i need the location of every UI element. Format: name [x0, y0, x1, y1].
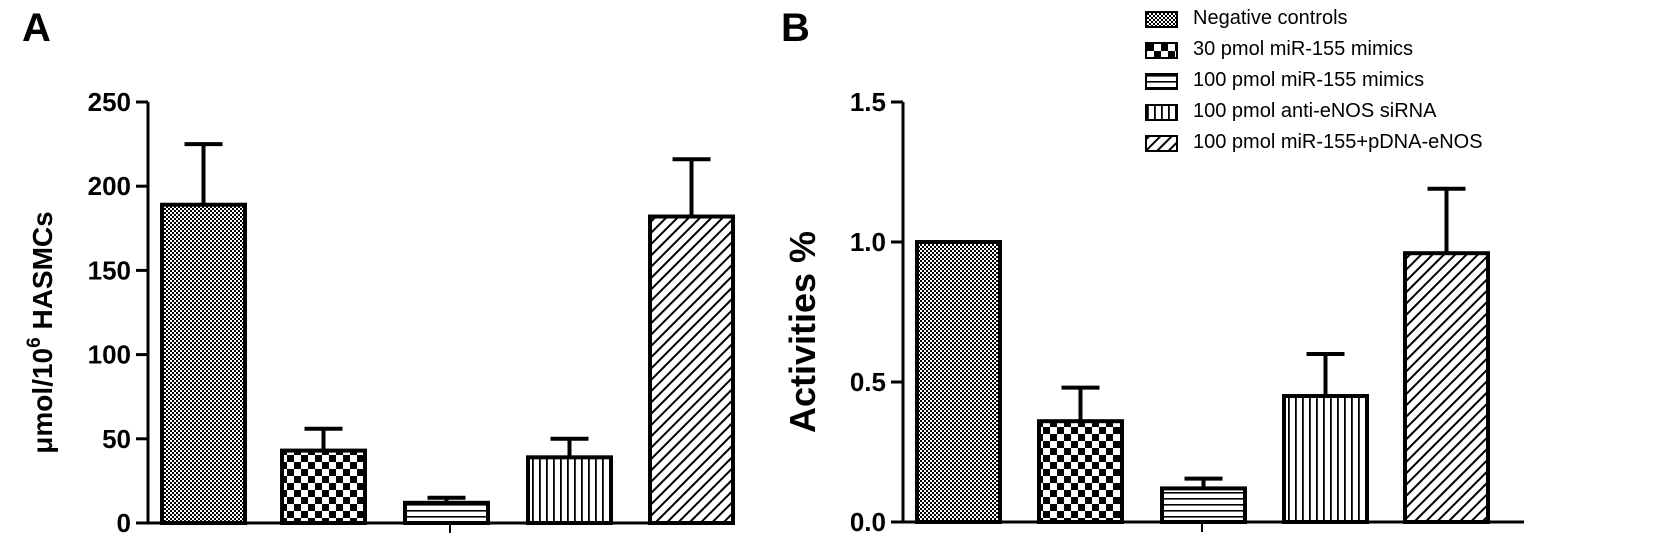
legend-label: 100 pmol anti-eNOS siRNA [1193, 100, 1437, 122]
y-tick-label: 50 [102, 424, 131, 454]
y-axis-label: μmol/106 HASMCs [24, 211, 58, 453]
legend-swatch [1145, 11, 1178, 28]
y-tick-label: 200 [88, 171, 131, 201]
legend-swatch-fill [1147, 75, 1176, 88]
y-tick-label: 1.0 [850, 227, 886, 257]
bar [280, 448, 367, 526]
y-tick-label: 0.0 [850, 507, 886, 537]
panel-a-chart: 0 50 100 150 200 250 μmol/106 HASMCs [24, 87, 735, 538]
bar [526, 455, 613, 526]
y-tick-label: 0 [117, 508, 131, 538]
y-axis-label-part: μmol/10 [27, 348, 58, 454]
y-tick-label: 250 [88, 87, 131, 117]
panel-b-chart: 0.0 0.5 1.0 1.5 Activities % [782, 87, 1524, 537]
y-tick-label: 150 [88, 255, 131, 285]
y-axis-label: Activities % [782, 231, 823, 433]
bar [648, 214, 735, 525]
y-axis-label-part: HASMCs [27, 211, 58, 337]
y-axis-label-superscript: 6 [24, 337, 45, 348]
bar [1037, 419, 1124, 525]
legend-swatch-fill [1147, 44, 1176, 57]
bar [1403, 251, 1490, 524]
panel-b-letter: B [781, 6, 810, 50]
legend-swatch-fill [1147, 106, 1176, 119]
legend-label: 100 pmol miR-155 mimics [1193, 69, 1425, 91]
legend-label: 100 pmol miR-155+pDNA-eNOS [1193, 131, 1483, 153]
bar [160, 202, 247, 525]
y-tick-label: 100 [88, 340, 131, 370]
bar [1282, 394, 1369, 524]
legend-swatch [1145, 135, 1178, 152]
legend-swatch-fill [1147, 137, 1176, 150]
bar [915, 240, 1002, 524]
bar [1160, 486, 1247, 524]
legend-swatch [1145, 42, 1178, 59]
y-tick-label: 0.5 [850, 367, 886, 397]
panel-a-letter: A [22, 6, 51, 50]
bar [403, 500, 490, 525]
legend-swatch [1145, 104, 1178, 121]
legend-swatch [1145, 73, 1178, 90]
legend-label: Negative controls [1193, 7, 1348, 29]
y-tick-label: 1.5 [850, 87, 886, 117]
legend-swatch-fill [1147, 13, 1176, 26]
legend-label: 30 pmol miR-155 mimics [1193, 38, 1414, 60]
